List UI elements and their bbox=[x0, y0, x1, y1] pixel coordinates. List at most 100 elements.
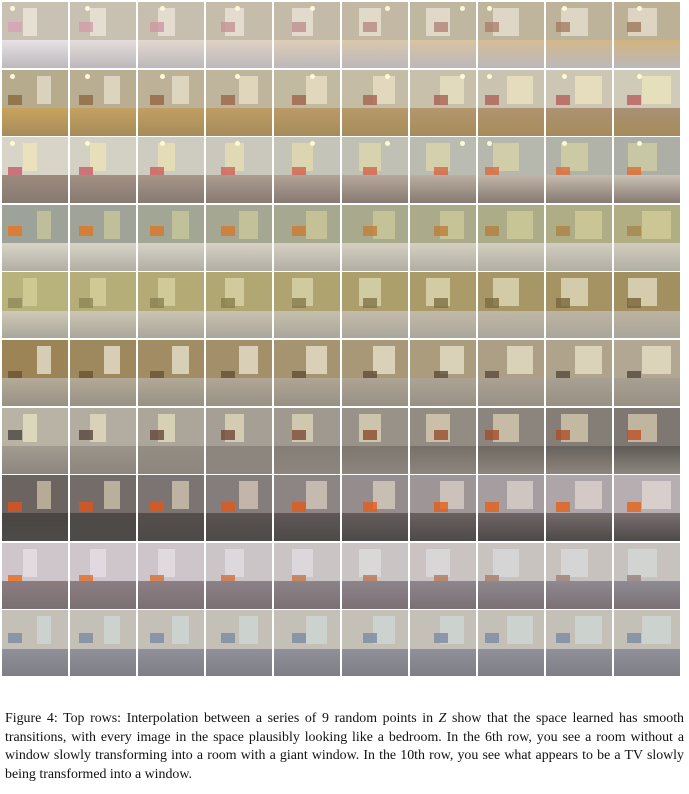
figure-caption: Figure 4: Top rows: Interpolation betwee… bbox=[5, 710, 684, 784]
bedroom-sample-image bbox=[614, 610, 680, 677]
bedroom-sample-image bbox=[206, 407, 272, 474]
bedroom-sample-image bbox=[138, 69, 204, 136]
bedroom-sample-image bbox=[546, 340, 612, 406]
bedroom-sample-image bbox=[546, 475, 612, 542]
bedroom-sample-image bbox=[2, 475, 68, 542]
bedroom-sample-image bbox=[70, 610, 136, 677]
bedroom-sample-image bbox=[546, 407, 612, 474]
bedroom-sample-image bbox=[410, 204, 476, 271]
bedroom-sample-image bbox=[342, 2, 408, 68]
bedroom-sample-image bbox=[206, 475, 272, 542]
grid-row bbox=[2, 204, 683, 271]
bedroom-sample-image bbox=[410, 69, 476, 136]
bedroom-sample-image bbox=[614, 2, 680, 68]
bedroom-sample-image bbox=[546, 69, 612, 136]
bedroom-sample-image bbox=[478, 340, 544, 406]
bedroom-sample-image bbox=[2, 272, 68, 339]
bedroom-sample-image bbox=[206, 610, 272, 677]
bedroom-sample-image bbox=[546, 2, 612, 68]
bedroom-sample-image bbox=[614, 272, 680, 339]
bedroom-sample-image bbox=[478, 69, 544, 136]
bedroom-sample-image bbox=[2, 542, 68, 609]
bedroom-sample-image bbox=[274, 137, 340, 204]
bedroom-sample-image bbox=[478, 204, 544, 271]
bedroom-sample-image bbox=[138, 610, 204, 677]
grid-row bbox=[2, 137, 683, 204]
bedroom-sample-image bbox=[70, 137, 136, 204]
bedroom-sample-image bbox=[206, 137, 272, 204]
bedroom-sample-image bbox=[206, 204, 272, 271]
bedroom-sample-image bbox=[342, 204, 408, 271]
bedroom-sample-image bbox=[546, 204, 612, 271]
grid-row bbox=[2, 475, 683, 542]
bedroom-sample-image bbox=[274, 69, 340, 136]
bedroom-sample-image bbox=[206, 2, 272, 68]
grid-row bbox=[2, 2, 683, 68]
bedroom-sample-image bbox=[274, 2, 340, 68]
bedroom-sample-image bbox=[138, 2, 204, 68]
bedroom-sample-image bbox=[274, 610, 340, 677]
bedroom-sample-image bbox=[342, 340, 408, 406]
bedroom-sample-image bbox=[70, 475, 136, 542]
bedroom-sample-image bbox=[70, 69, 136, 136]
bedroom-sample-image bbox=[478, 610, 544, 677]
bedroom-sample-image bbox=[342, 475, 408, 542]
caption-text-2: show that the space learned has smooth t… bbox=[5, 711, 684, 782]
bedroom-sample-image bbox=[342, 407, 408, 474]
bedroom-sample-image bbox=[138, 407, 204, 474]
bedroom-sample-image bbox=[70, 542, 136, 609]
bedroom-sample-image bbox=[614, 137, 680, 204]
bedroom-sample-image bbox=[614, 204, 680, 271]
bedroom-sample-image bbox=[70, 204, 136, 271]
bedroom-sample-image bbox=[2, 137, 68, 204]
bedroom-sample-image bbox=[410, 475, 476, 542]
bedroom-sample-image bbox=[70, 407, 136, 474]
bedroom-sample-image bbox=[546, 137, 612, 204]
bedroom-sample-image bbox=[614, 542, 680, 609]
bedroom-sample-image bbox=[2, 407, 68, 474]
bedroom-sample-image bbox=[410, 2, 476, 68]
bedroom-sample-image bbox=[342, 272, 408, 339]
bedroom-sample-image bbox=[546, 610, 612, 677]
bedroom-sample-image bbox=[478, 475, 544, 542]
bedroom-sample-image bbox=[614, 69, 680, 136]
bedroom-sample-image bbox=[342, 137, 408, 204]
bedroom-sample-image bbox=[342, 69, 408, 136]
grid-row bbox=[2, 407, 683, 474]
bedroom-sample-image bbox=[274, 407, 340, 474]
bedroom-sample-image bbox=[138, 137, 204, 204]
bedroom-sample-image bbox=[274, 340, 340, 406]
bedroom-sample-image bbox=[70, 340, 136, 406]
bedroom-sample-image bbox=[138, 272, 204, 339]
bedroom-sample-image bbox=[478, 137, 544, 204]
caption-variable: Z bbox=[438, 711, 447, 726]
bedroom-sample-image bbox=[70, 272, 136, 339]
grid-row bbox=[2, 69, 683, 136]
bedroom-sample-image bbox=[478, 2, 544, 68]
bedroom-sample-image bbox=[342, 610, 408, 677]
bedroom-sample-image bbox=[2, 2, 68, 68]
bedroom-sample-image bbox=[546, 272, 612, 339]
bedroom-sample-image bbox=[478, 407, 544, 474]
bedroom-sample-image bbox=[546, 542, 612, 609]
bedroom-sample-image bbox=[410, 272, 476, 339]
grid-row bbox=[2, 340, 683, 406]
bedroom-sample-image bbox=[2, 69, 68, 136]
bedroom-sample-image bbox=[274, 272, 340, 339]
bedroom-sample-image bbox=[206, 69, 272, 136]
bedroom-sample-image bbox=[206, 542, 272, 609]
bedroom-sample-image bbox=[478, 542, 544, 609]
bedroom-sample-image bbox=[410, 137, 476, 204]
bedroom-sample-image bbox=[614, 475, 680, 542]
bedroom-sample-image bbox=[2, 340, 68, 406]
bedroom-sample-image bbox=[70, 2, 136, 68]
bedroom-sample-image bbox=[410, 610, 476, 677]
bedroom-sample-image bbox=[410, 407, 476, 474]
bedroom-sample-image bbox=[206, 272, 272, 339]
bedroom-sample-image bbox=[206, 340, 272, 406]
bedroom-sample-image bbox=[274, 475, 340, 542]
bedroom-sample-image bbox=[614, 340, 680, 406]
caption-text-1: Top rows: Interpolation between a series… bbox=[57, 711, 439, 726]
bedroom-sample-image bbox=[410, 542, 476, 609]
bedroom-sample-image bbox=[138, 475, 204, 542]
